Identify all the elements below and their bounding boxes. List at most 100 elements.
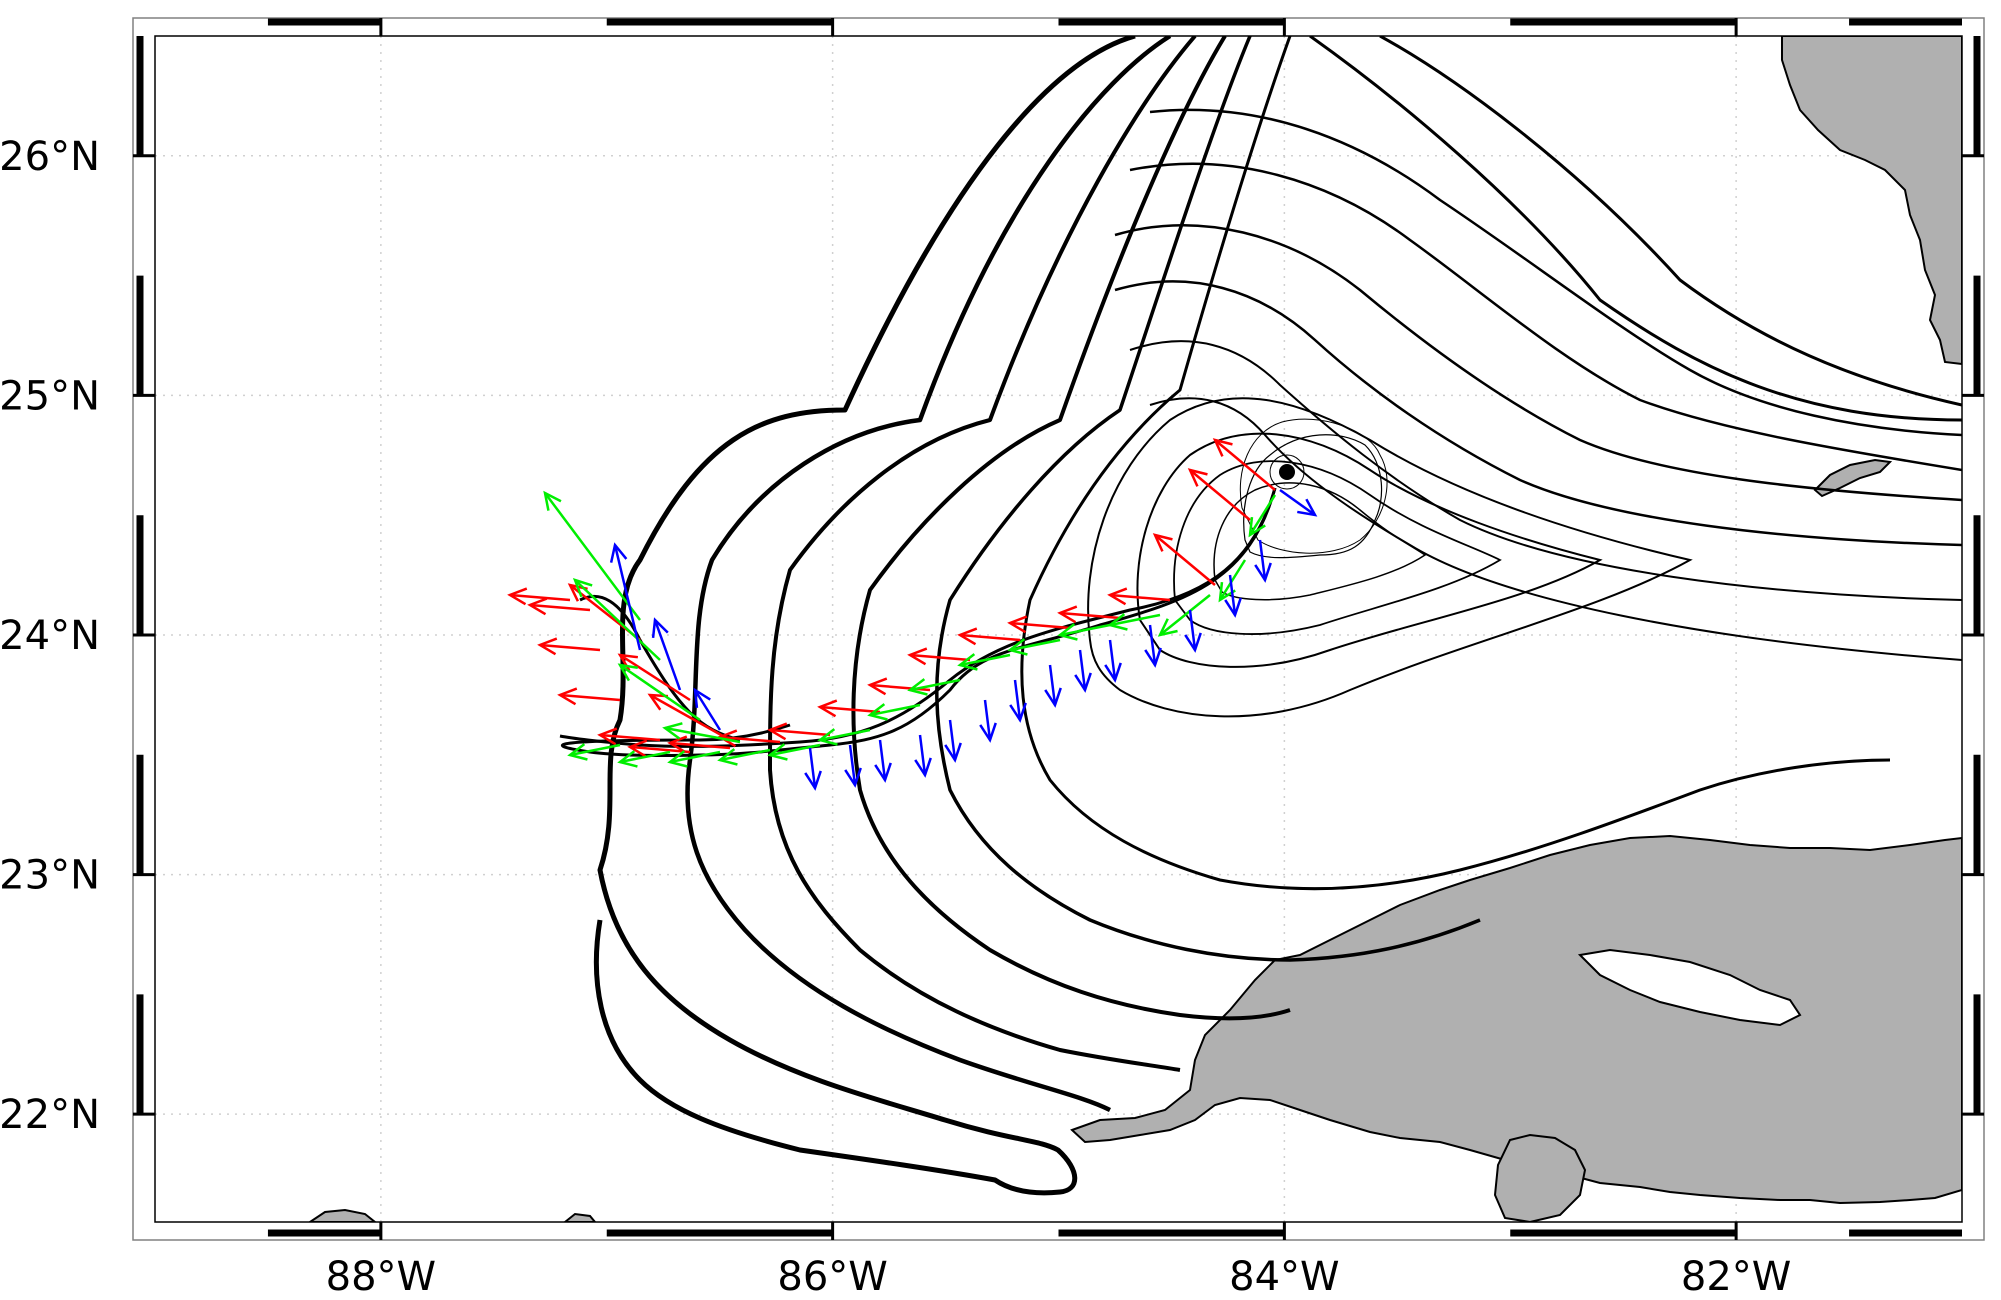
velocity-arrow bbox=[717, 748, 771, 766]
map-frame bbox=[132, 17, 1985, 1241]
contour-loop bbox=[1243, 434, 1383, 559]
longitude-tick-labels: 88°W 86°W 84°W 82°W bbox=[326, 1254, 1792, 1300]
velocity-arrow bbox=[804, 747, 822, 791]
velocity-arrow bbox=[1144, 624, 1162, 668]
contour-loop bbox=[1173, 460, 1502, 635]
velocity-arrow bbox=[627, 739, 691, 758]
velocity-arrow bbox=[572, 578, 661, 661]
velocity-arrow bbox=[907, 647, 971, 666]
cuba-lagoon bbox=[1577, 948, 1802, 1027]
contour-lines bbox=[593, 36, 1891, 1196]
velocity-arrow bbox=[1187, 468, 1251, 521]
velocity-arrow bbox=[1104, 639, 1122, 683]
velocity-arrow bbox=[567, 743, 621, 761]
velocity-arrow bbox=[609, 542, 642, 651]
cuba-land bbox=[1070, 834, 1962, 1205]
contour-line bbox=[851, 36, 1291, 1021]
lon-tick-label: 82°W bbox=[1681, 1254, 1791, 1300]
velocity-arrow bbox=[557, 687, 621, 706]
yucatan-tip-land bbox=[308, 1208, 377, 1222]
lon-tick-label: 88°W bbox=[326, 1254, 436, 1300]
velocity-arrow bbox=[537, 637, 601, 656]
contour-line bbox=[935, 36, 1481, 962]
velocity-arrow bbox=[1107, 587, 1171, 606]
isla-de-la-juventud-land bbox=[1493, 1133, 1587, 1222]
velocity-arrow bbox=[979, 699, 997, 743]
velocity-arrow bbox=[647, 693, 731, 742]
contour-loop bbox=[1213, 482, 1427, 601]
start-point-marker bbox=[1279, 464, 1295, 480]
velocity-arrow bbox=[1009, 679, 1027, 723]
arrows-series-blue bbox=[609, 488, 1318, 791]
velocity-arrow bbox=[1044, 664, 1062, 708]
velocity-arrow bbox=[617, 663, 701, 722]
velocity-arrow bbox=[1254, 539, 1272, 583]
lat-tick-label: 26°N bbox=[0, 134, 100, 180]
lat-tick-label: 24°N bbox=[0, 613, 100, 659]
velocity-arrow bbox=[957, 653, 1011, 671]
velocity-arrow bbox=[817, 699, 881, 718]
contour-line bbox=[768, 36, 1197, 1072]
velocity-arrow bbox=[914, 734, 932, 778]
contour-line bbox=[685, 36, 1172, 1113]
contour-line bbox=[1129, 162, 1962, 472]
contour-loop bbox=[1136, 432, 1603, 668]
florida-land bbox=[1781, 36, 1962, 366]
velocity-arrow bbox=[597, 727, 661, 746]
contour-loop bbox=[1087, 397, 1693, 718]
velocity-arrow bbox=[1184, 609, 1202, 653]
velocity-arrow bbox=[617, 750, 671, 768]
velocity-arrow bbox=[1218, 559, 1247, 603]
contour-line bbox=[1149, 108, 1962, 437]
contour-loop bbox=[1239, 418, 1388, 554]
velocity-arrow bbox=[1007, 638, 1061, 656]
contour-line bbox=[1309, 36, 1962, 422]
velocity-arrow bbox=[651, 617, 682, 691]
velocity-arrow bbox=[767, 722, 831, 741]
drift-track bbox=[559, 487, 1277, 748]
velocity-arrow bbox=[543, 490, 642, 621]
velocity-arrow bbox=[1248, 494, 1277, 538]
velocity-arrow bbox=[1152, 533, 1216, 586]
velocity-arrow bbox=[1224, 574, 1242, 618]
velocity-arrow bbox=[507, 587, 571, 606]
velocity-arrow bbox=[1057, 623, 1111, 641]
velocity-arrow bbox=[1279, 488, 1318, 517]
latitude-tick-labels: 26°N 25°N 24°N 23°N 22°N bbox=[0, 134, 100, 1138]
velocity-arrow bbox=[907, 678, 961, 696]
velocity-arrow bbox=[662, 722, 741, 744]
contour-loop bbox=[1269, 454, 1305, 490]
contour-line bbox=[1114, 224, 1962, 502]
velocity-arrow bbox=[944, 719, 962, 763]
lon-tick-label: 84°W bbox=[1229, 1254, 1339, 1300]
lat-tick-label: 23°N bbox=[0, 853, 100, 899]
contour-line bbox=[1129, 340, 1962, 601]
contour-line bbox=[1020, 36, 1891, 891]
arrows-series-green bbox=[543, 490, 1277, 768]
inner-contours bbox=[1087, 36, 1962, 718]
velocity-arrow bbox=[1057, 605, 1121, 624]
velocity-arrow bbox=[1212, 438, 1276, 491]
lat-tick-label: 22°N bbox=[0, 1092, 100, 1138]
velocity-arrow bbox=[844, 744, 862, 788]
velocity-arrow bbox=[1007, 615, 1071, 634]
velocity-arrow bbox=[867, 703, 921, 721]
contour-line bbox=[593, 36, 1136, 1196]
velocity-arrow bbox=[667, 750, 721, 768]
velocity-arrow bbox=[693, 687, 722, 731]
velocity-arrow bbox=[1157, 594, 1211, 637]
velocity-arrow bbox=[1074, 649, 1092, 693]
lat-tick-label: 25°N bbox=[0, 373, 100, 419]
velocity-arrow bbox=[527, 597, 591, 616]
yucatan-islet-land bbox=[563, 1212, 597, 1222]
land-masses bbox=[308, 36, 1962, 1222]
lon-tick-label: 86°W bbox=[777, 1254, 887, 1300]
velocity-arrow bbox=[957, 627, 1021, 646]
velocity-arrow bbox=[817, 728, 871, 746]
velocity-arrow bbox=[874, 739, 892, 783]
velocity-arrow bbox=[767, 743, 821, 761]
velocity-arrow bbox=[667, 735, 731, 754]
florida-keys-land bbox=[1813, 458, 1893, 498]
contour-line bbox=[1114, 280, 1962, 547]
